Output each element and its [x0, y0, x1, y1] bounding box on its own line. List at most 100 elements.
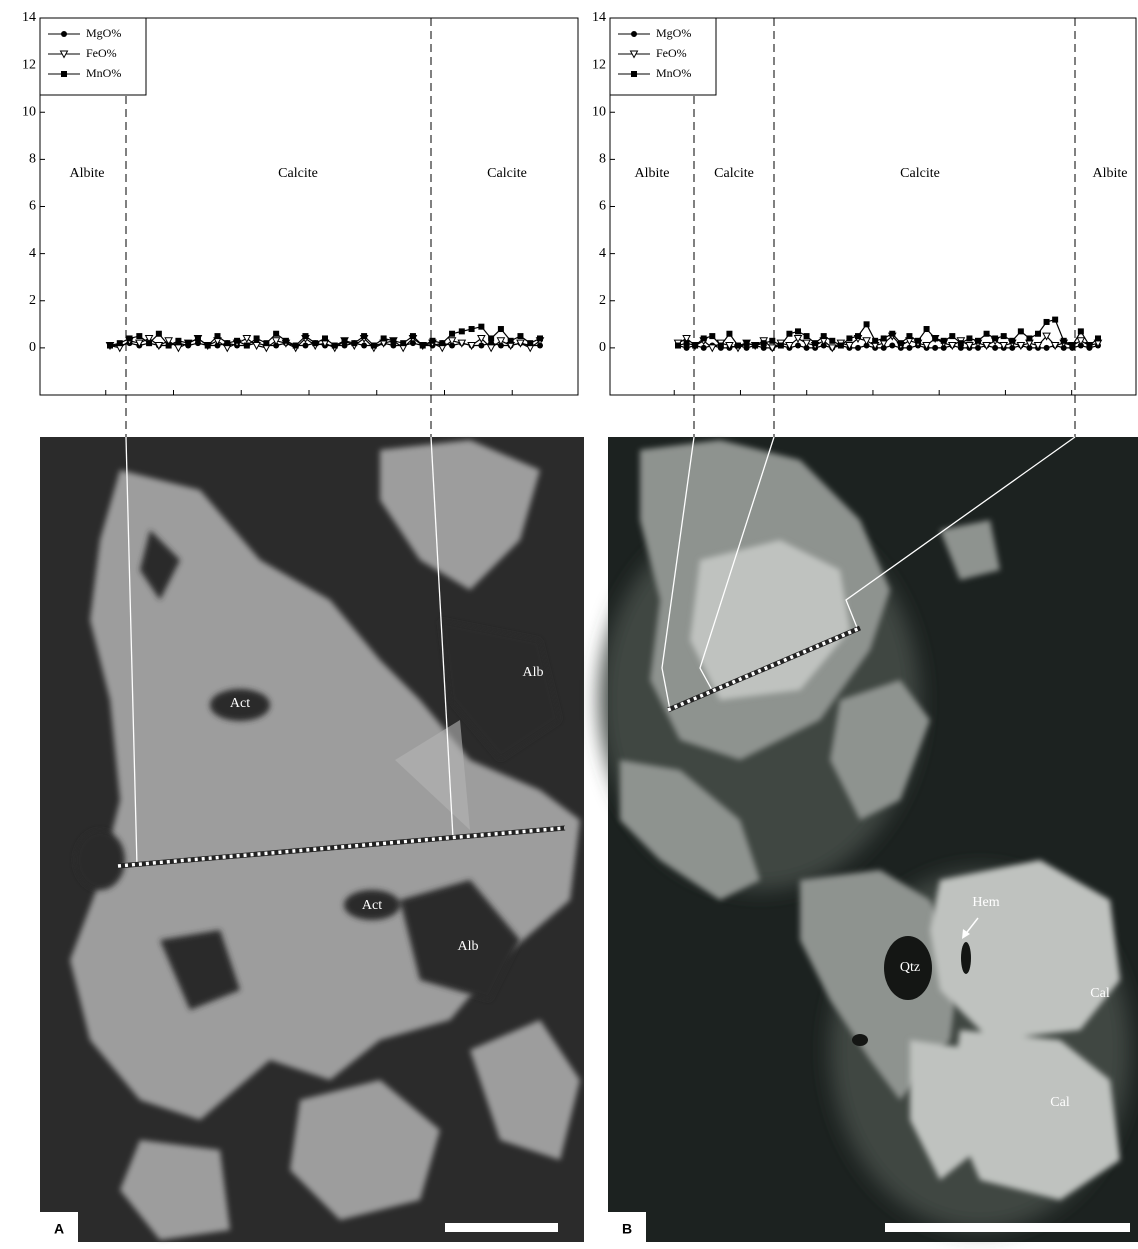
region-label: Calcite — [278, 166, 318, 181]
marker — [812, 340, 818, 346]
marker — [478, 324, 484, 330]
legend-label: MnO% — [656, 66, 691, 80]
marker — [283, 338, 289, 344]
marker — [872, 338, 878, 344]
marker — [855, 333, 861, 339]
region-label: Albite — [70, 166, 105, 181]
marker — [864, 321, 870, 327]
marker — [829, 338, 835, 344]
marker — [175, 345, 182, 352]
marker — [361, 333, 367, 339]
photo-label: Alb — [458, 939, 479, 954]
scale-bar — [885, 1223, 1130, 1232]
marker — [1018, 328, 1024, 334]
marker — [497, 338, 504, 345]
photo-a — [40, 437, 584, 1242]
legend-label: MgO% — [86, 26, 121, 40]
photo-label: Cal — [1090, 986, 1110, 1001]
marker — [675, 343, 681, 349]
marker — [488, 335, 494, 341]
legend-marker — [631, 31, 637, 37]
marker — [293, 343, 299, 349]
marker — [390, 338, 396, 344]
marker — [1026, 335, 1032, 341]
marker — [332, 343, 338, 349]
region-label: Albite — [635, 166, 670, 181]
marker — [1086, 343, 1092, 349]
marker — [898, 340, 904, 346]
marker — [846, 335, 852, 341]
marker — [735, 343, 741, 349]
marker — [752, 343, 758, 349]
marker — [215, 333, 221, 339]
marker — [718, 343, 724, 349]
marker — [915, 338, 921, 344]
y-tick-label: 6 — [599, 199, 606, 214]
legend-marker — [61, 71, 67, 77]
marker — [107, 343, 113, 349]
marker — [744, 340, 750, 346]
marker — [855, 345, 861, 351]
photo-label: Act — [230, 696, 250, 711]
marker — [966, 335, 972, 341]
photo-label: Alb — [523, 665, 544, 680]
panel-label: B — [622, 1221, 632, 1237]
marker — [778, 343, 784, 349]
marker — [517, 333, 523, 339]
y-tick-label: 12 — [22, 57, 36, 72]
marker — [863, 338, 870, 345]
y-tick-label: 6 — [29, 199, 36, 214]
marker — [537, 335, 543, 341]
marker — [795, 328, 801, 334]
y-tick-label: 10 — [22, 104, 36, 119]
marker — [175, 338, 181, 344]
region-label: Albite — [1093, 166, 1128, 181]
marker — [769, 338, 775, 344]
marker — [932, 335, 938, 341]
marker — [889, 331, 895, 337]
marker — [1078, 328, 1084, 334]
marker — [1044, 319, 1050, 325]
figure: 02468101214AlbiteCalciteCalciteMgO%FeO%M… — [0, 0, 1138, 1249]
marker — [701, 345, 707, 351]
marker — [1044, 345, 1050, 351]
marker — [127, 335, 133, 341]
marker — [906, 345, 912, 351]
marker — [166, 343, 172, 349]
marker — [400, 340, 406, 346]
marker — [439, 340, 445, 346]
marker — [1061, 338, 1067, 344]
marker — [726, 331, 732, 337]
y-tick-label: 4 — [29, 246, 36, 261]
y-tick-label: 2 — [29, 293, 36, 308]
marker — [992, 335, 998, 341]
marker — [1035, 331, 1041, 337]
marker — [949, 333, 955, 339]
marker — [1009, 338, 1015, 344]
marker — [795, 343, 801, 349]
marker — [195, 335, 201, 341]
marker — [804, 333, 810, 339]
marker — [889, 343, 895, 349]
y-tick-label: 14 — [592, 10, 606, 25]
photo-label: Cal — [1050, 1095, 1070, 1110]
marker — [838, 343, 844, 349]
marker — [351, 340, 357, 346]
photo-label: Qtz — [900, 960, 920, 975]
photo-label: Act — [362, 898, 382, 913]
marker — [302, 333, 308, 339]
photo-b — [600, 437, 1138, 1242]
marker — [1069, 343, 1075, 349]
legend-label: FeO% — [86, 46, 117, 60]
legend-label: MgO% — [656, 26, 691, 40]
marker — [381, 335, 387, 341]
marker — [692, 343, 698, 349]
region-label: Calcite — [487, 166, 527, 181]
marker — [263, 340, 269, 346]
marker — [958, 340, 964, 346]
marker — [420, 343, 426, 349]
marker — [992, 345, 998, 351]
marker — [273, 331, 279, 337]
marker — [117, 340, 123, 346]
marker — [924, 326, 930, 332]
